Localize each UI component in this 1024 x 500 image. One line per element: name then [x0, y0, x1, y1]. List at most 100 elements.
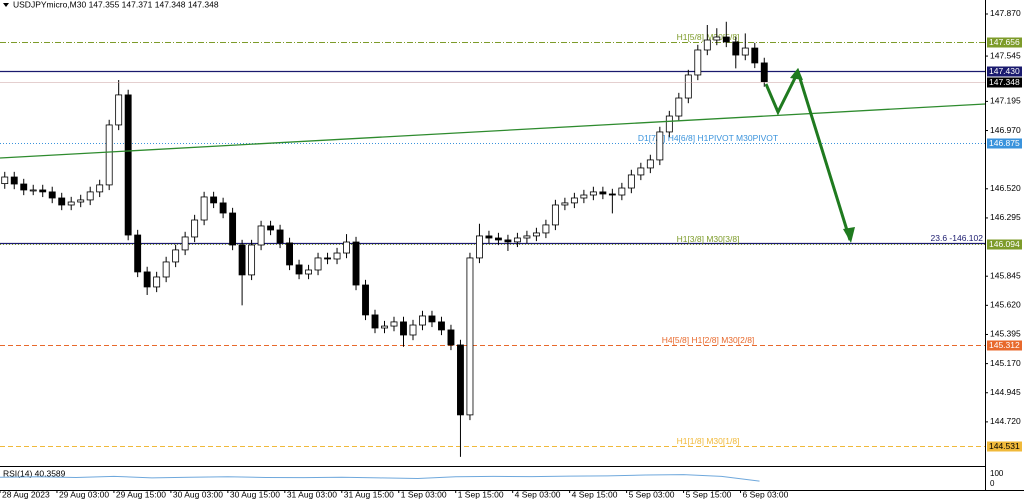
y-tick-label: 146.295 — [990, 212, 1021, 222]
candle-body — [390, 321, 398, 327]
candle-body — [86, 191, 94, 201]
candle-body — [760, 62, 768, 82]
candle-body — [400, 321, 407, 336]
y-tick-label: 144.945 — [990, 387, 1021, 397]
candle-body — [210, 196, 218, 204]
candle-body — [684, 74, 692, 99]
candle-body — [286, 242, 294, 266]
candle-body — [751, 47, 759, 64]
candle-body — [238, 244, 246, 276]
price-tag — [987, 66, 1022, 77]
level-label: 23.6 -146.102 — [931, 233, 984, 243]
x-tick-label: 1 Sep 03:00 — [401, 489, 447, 499]
x-tick-label: 4 Sep 03:00 — [515, 489, 561, 499]
candle-body — [200, 196, 208, 221]
price-tag — [987, 239, 1022, 250]
candle-body — [713, 36, 721, 41]
candle-body — [580, 194, 588, 199]
x-tick-label: 1 Sep 15:00 — [458, 489, 504, 499]
y-tick-label: 145.395 — [990, 329, 1021, 339]
candle-body — [162, 261, 170, 278]
candle-body — [457, 344, 464, 416]
candle-body — [1, 176, 9, 185]
candle-body — [333, 252, 341, 260]
price-tag-label: 146.875 — [989, 138, 1020, 148]
candle-body — [371, 314, 379, 329]
candle-body — [665, 115, 673, 133]
price-tag-label: 144.531 — [989, 441, 1020, 451]
candle-body — [608, 193, 616, 196]
price-tag — [987, 37, 1022, 48]
current-price-tag — [987, 77, 1022, 88]
y-tick-label: 145.620 — [990, 300, 1021, 310]
candle-body — [722, 36, 730, 43]
x-tick-label: 5 Sep 03:00 — [629, 489, 675, 499]
y-tick-label: 146.970 — [990, 125, 1021, 135]
candle-body — [10, 176, 18, 185]
candle-body — [305, 269, 312, 275]
candle-body — [172, 249, 180, 263]
arrow-head — [843, 227, 855, 243]
candle-body — [409, 324, 417, 336]
candle-body — [381, 325, 388, 329]
candle-body — [637, 167, 645, 176]
candle-body — [589, 191, 597, 196]
x-tick-label: 29 Aug 03:00 — [59, 489, 109, 499]
x-tick-label: 6 Sep 03:00 — [743, 489, 789, 499]
candle-body — [295, 264, 303, 275]
candle-body — [219, 202, 227, 214]
candle-body — [343, 241, 350, 254]
candle-body — [447, 329, 455, 346]
x-tick-label: 30 Aug 03:00 — [173, 489, 223, 499]
y-tick-label: 146.520 — [990, 183, 1021, 193]
arrow-head — [790, 68, 803, 80]
level-label: H1[3/8] M30[3/8] — [677, 234, 740, 244]
level-label: H4[5/8] H1[2/8] M30[2/8] — [662, 335, 755, 345]
price-tag-label: 146.094 — [989, 239, 1020, 249]
candle-body — [267, 225, 275, 231]
candle-body — [419, 315, 426, 326]
candle-body — [703, 39, 711, 51]
candle-body — [96, 184, 104, 193]
y-tick-label: 144.720 — [990, 416, 1021, 426]
candle-body — [504, 239, 512, 243]
candle-body — [494, 237, 502, 241]
price-tag-label: 147.656 — [989, 37, 1020, 47]
candle-body — [466, 257, 474, 416]
candle-body — [561, 202, 569, 206]
candle-body — [618, 187, 626, 196]
candle-body — [153, 276, 161, 288]
candle-body — [124, 94, 132, 236]
candle-body — [485, 235, 493, 239]
candle-body — [627, 174, 635, 189]
y-tick-label: 145.170 — [990, 358, 1021, 368]
candle-body — [181, 236, 189, 251]
candle-body — [675, 97, 683, 117]
x-tick-label: 4 Sep 15:00 — [572, 489, 618, 499]
rsi-title: RSI(14) 40.3589 — [3, 468, 66, 478]
menu-triangle — [3, 3, 9, 7]
candle-body — [551, 204, 559, 226]
candle-body — [134, 234, 142, 273]
level-label: H1[5/8] M30[5/8] — [677, 32, 740, 42]
y-tick-label: 147.870 — [990, 8, 1021, 18]
price-tag-label: 145.312 — [989, 340, 1020, 350]
candle-body — [741, 47, 749, 56]
candle-body — [523, 235, 531, 239]
level-label: D1[7/8] H4[6/8] H1PIVOT M30PIVOT — [638, 133, 778, 143]
candle-body — [352, 241, 360, 286]
x-tick-label: 31 Aug 15:00 — [344, 489, 394, 499]
candle-body — [599, 191, 607, 195]
candle-body — [257, 225, 265, 246]
candle-body — [29, 189, 37, 192]
x-tick-label: 29 Aug 15:00 — [116, 489, 166, 499]
candle-body — [20, 183, 28, 191]
candle-body — [229, 212, 237, 246]
candle-body — [324, 257, 331, 260]
candle-body — [542, 224, 550, 234]
candle-body — [476, 235, 483, 259]
candle-body — [438, 321, 445, 331]
candle-body — [276, 229, 284, 244]
